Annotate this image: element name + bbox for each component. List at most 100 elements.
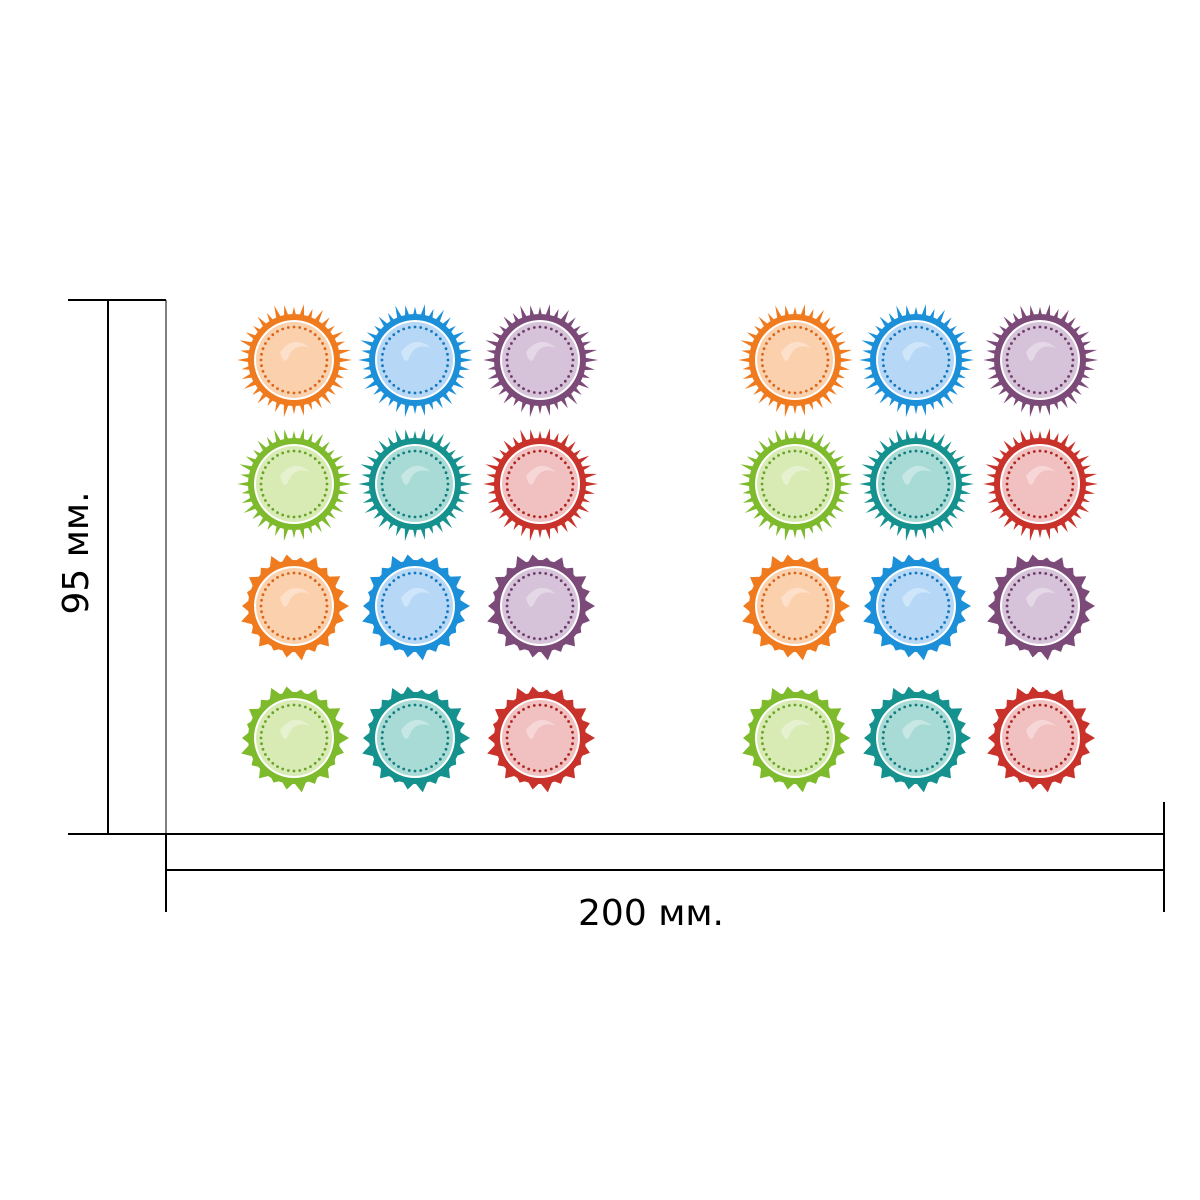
sticker-dot bbox=[1013, 503, 1017, 507]
sticker-dot bbox=[517, 579, 521, 583]
sticker-dot bbox=[419, 572, 423, 575]
sticker-dot bbox=[563, 461, 567, 465]
sticker-dot bbox=[914, 637, 918, 641]
sticker-dot bbox=[446, 482, 450, 486]
sticker-dot bbox=[506, 742, 509, 746]
sticker-dot bbox=[385, 753, 388, 756]
sticker-dot bbox=[1067, 375, 1070, 378]
sticker-dot bbox=[402, 573, 406, 577]
sticker-dot bbox=[430, 511, 433, 514]
sticker-dot bbox=[818, 337, 822, 341]
sticker-dot bbox=[549, 327, 553, 331]
sticker-dot bbox=[382, 615, 386, 619]
sticker-dot bbox=[925, 573, 929, 577]
sticker-dot bbox=[1022, 454, 1025, 457]
sticker-dot bbox=[303, 705, 307, 709]
sticker-dot bbox=[276, 765, 279, 768]
sticker-dot bbox=[438, 461, 442, 465]
sticker-dot bbox=[567, 720, 570, 723]
sticker-dot bbox=[506, 598, 509, 602]
sticker-dot bbox=[814, 457, 818, 461]
sticker-dot bbox=[824, 593, 828, 597]
sticker-dot bbox=[309, 387, 312, 390]
sticker-dot bbox=[787, 769, 791, 772]
sticker-dot bbox=[544, 637, 548, 640]
sticker-dot bbox=[397, 454, 400, 457]
sticker-dot bbox=[799, 450, 803, 453]
sticker-dot bbox=[567, 588, 570, 591]
sticker-dot bbox=[931, 576, 934, 579]
sticker-dot bbox=[510, 720, 513, 723]
sticker-dot bbox=[1032, 704, 1036, 707]
sticker-dot bbox=[442, 466, 445, 469]
sticker-dot bbox=[281, 389, 285, 393]
sticker-dot bbox=[1006, 598, 1009, 602]
width-dimension bbox=[165, 802, 1165, 912]
sticker-dot bbox=[271, 457, 275, 461]
sticker-dot bbox=[271, 629, 275, 633]
sticker-dot bbox=[772, 711, 776, 715]
sticker-spiky-20 bbox=[987, 554, 1095, 661]
sticker-dot bbox=[1022, 633, 1025, 636]
sticker-dot bbox=[1055, 708, 1058, 711]
sticker-dot bbox=[544, 391, 548, 394]
sticker-dot bbox=[1071, 352, 1074, 356]
sticker-dot bbox=[893, 383, 897, 387]
sticker-dot bbox=[1049, 513, 1053, 517]
sticker-dot bbox=[943, 375, 946, 378]
sticker-swirl bbox=[280, 587, 310, 607]
height-dimension bbox=[68, 299, 167, 835]
sticker-dot bbox=[882, 742, 885, 746]
sticker-spiky-7 bbox=[362, 554, 470, 661]
sticker-dot bbox=[1032, 637, 1036, 640]
sticker-dot bbox=[325, 610, 328, 614]
sticker-dot bbox=[388, 583, 392, 587]
sticker-dot bbox=[567, 342, 570, 345]
sticker-dot bbox=[434, 711, 438, 715]
sticker-dot bbox=[889, 461, 893, 465]
sticker-dot bbox=[517, 333, 521, 337]
sticker-dot bbox=[571, 358, 575, 362]
sticker-dot bbox=[762, 471, 766, 475]
sticker-dot bbox=[777, 576, 780, 579]
sticker-swirl bbox=[781, 465, 811, 485]
sticker-dot bbox=[945, 725, 949, 729]
sticker-dot bbox=[760, 482, 764, 486]
sticker-dot bbox=[309, 511, 312, 514]
sticker-dot bbox=[407, 769, 411, 772]
sticker-dot bbox=[947, 598, 950, 602]
sticker-dot bbox=[538, 769, 542, 773]
sticker-dot bbox=[446, 598, 449, 602]
sticker-swirl bbox=[526, 465, 556, 485]
sticker-dot bbox=[506, 476, 509, 480]
sticker-dot bbox=[1032, 515, 1036, 518]
sticker-dot bbox=[814, 507, 818, 511]
sticker-label-area bbox=[757, 446, 833, 522]
sticker-dot bbox=[430, 330, 433, 333]
sticker-dot bbox=[787, 326, 791, 329]
sticker-dot bbox=[1044, 572, 1048, 575]
sticker-dot bbox=[281, 327, 285, 331]
sticker-dot bbox=[939, 715, 943, 719]
sticker-dot bbox=[1013, 337, 1017, 341]
sticker-dot bbox=[883, 493, 887, 497]
sticker-dot bbox=[935, 761, 939, 765]
sticker-dot bbox=[569, 593, 573, 597]
sticker-dot bbox=[325, 736, 329, 740]
sticker-dot bbox=[787, 391, 791, 394]
sticker-dot bbox=[1055, 454, 1058, 457]
sticker-label-area bbox=[377, 446, 453, 522]
sticker-dot bbox=[522, 576, 525, 579]
sticker-dot bbox=[434, 629, 438, 633]
sticker-dot bbox=[303, 513, 307, 517]
sticker-dot bbox=[1017, 507, 1021, 511]
sticker-dot bbox=[939, 337, 943, 341]
sticker-dot bbox=[1038, 325, 1042, 329]
sticker-dot bbox=[826, 742, 829, 746]
sticker-dot bbox=[1010, 720, 1013, 723]
sticker-dot bbox=[260, 488, 263, 492]
sticker-petal-0 bbox=[237, 304, 352, 418]
sticker-dot bbox=[382, 593, 386, 597]
sticker-dot bbox=[506, 730, 509, 734]
sticker-dot bbox=[931, 765, 934, 768]
